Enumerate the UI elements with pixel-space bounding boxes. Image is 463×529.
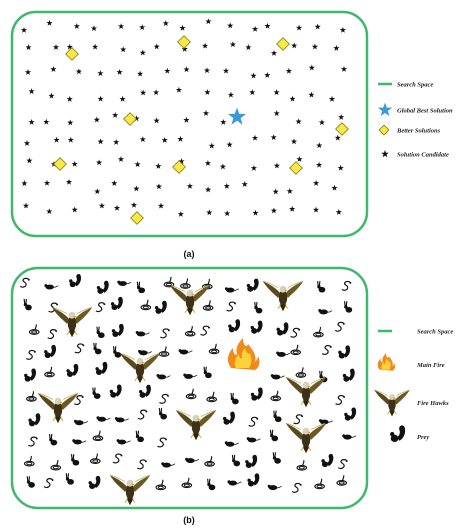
squirrel-icon [390, 425, 406, 442]
hawk-icon [373, 389, 411, 417]
diamond-icon [378, 124, 390, 136]
caption-a: (a) [184, 249, 195, 259]
legend-search-space-b: Search Space [417, 329, 453, 336]
legend-b: Search Space Main Fire Fire Hawks Prey [373, 329, 453, 442]
star-icon [381, 150, 389, 158]
better-solution-diamond [289, 161, 303, 175]
better-solution-diamond [130, 211, 144, 225]
better-solution-diamond [177, 35, 191, 49]
caption-b: (b) [183, 515, 195, 525]
legend-main-fire: Main Fire [416, 362, 445, 369]
panel-a: Search Space Global Best Solution Better… [10, 10, 453, 238]
search-space-a [10, 10, 369, 238]
better-solution-diamond [172, 160, 186, 174]
better-solution-diamond [123, 112, 137, 126]
better-solutions [53, 35, 349, 225]
main-fire [227, 338, 260, 370]
better-solution-diamond [276, 37, 290, 51]
better-solution-diamond [65, 47, 79, 61]
legend-search-space-a: Search Space [397, 82, 433, 89]
fire-legend-icon [377, 353, 396, 371]
legend-global-best: Global Best Solution [397, 108, 453, 115]
legend-fire-hawks: Fire Hawks [417, 400, 449, 407]
panel-b: Search Space Main Fire Fire Hawks Prey [10, 266, 453, 510]
blue-star-icon [377, 102, 393, 117]
legend-a: Search Space Global Best Solution Better… [377, 82, 453, 159]
fire-core [234, 348, 252, 368]
legend-candidate: Solution Candidate [397, 152, 449, 159]
better-solution-diamond [335, 122, 349, 136]
legend-better: Better Solutions [396, 128, 441, 135]
better-solution-diamond [53, 157, 67, 171]
legend-prey: Prey [417, 434, 429, 441]
